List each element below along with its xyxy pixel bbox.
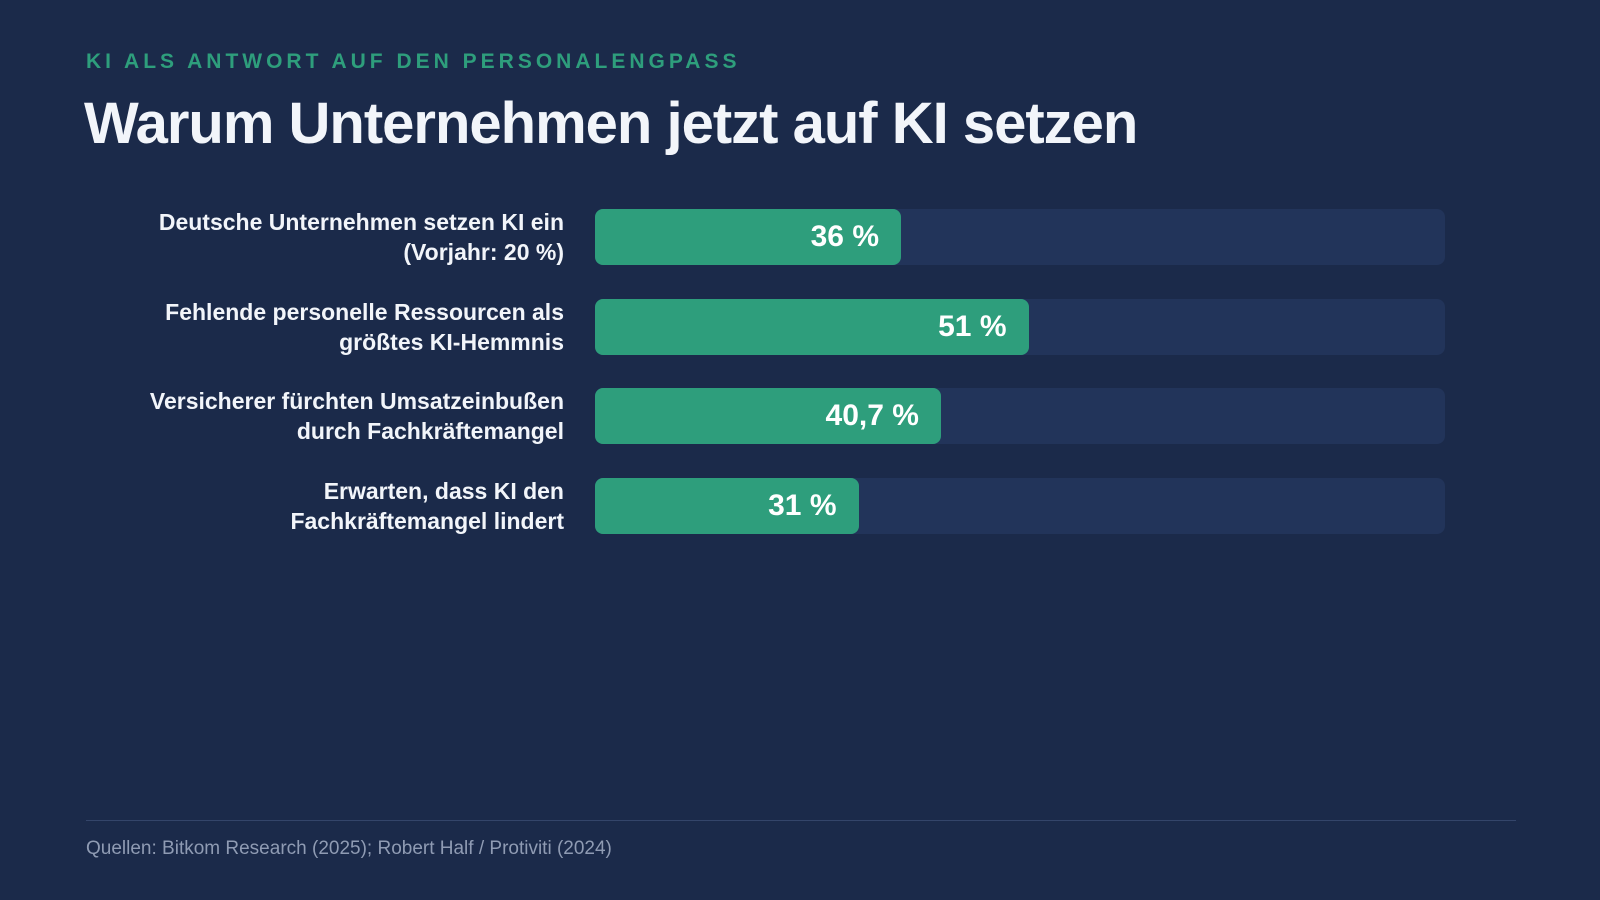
value-label: 51 % xyxy=(938,309,1007,343)
divider xyxy=(86,820,1516,821)
bar xyxy=(595,298,1029,355)
bar xyxy=(595,477,859,534)
category-label: Fehlende personelle Ressourcen als größt… xyxy=(165,298,564,355)
bar xyxy=(595,209,901,265)
value-label: 31 % xyxy=(768,488,837,522)
chart-subtitle: KI ALS ANTWORT AUF DEN PERSONALENGPASS xyxy=(86,50,741,73)
source-note: Quellen: Bitkom Research (2025); Robert … xyxy=(86,838,612,859)
value-label: 36 % xyxy=(810,220,879,253)
category-label: Deutsche Unternehmen setzen KI ein (Vorj… xyxy=(158,209,564,265)
value-label: 40,7 % xyxy=(825,399,919,432)
category-label: Erwarten, dass KI den Fachkräftemangel l… xyxy=(290,477,564,534)
bar xyxy=(595,388,941,444)
chart-title: Warum Unternehmen jetzt auf KI setzen xyxy=(84,91,1138,156)
category-label: Versicherer fürchten Umsatzeinbußen durc… xyxy=(149,388,564,444)
